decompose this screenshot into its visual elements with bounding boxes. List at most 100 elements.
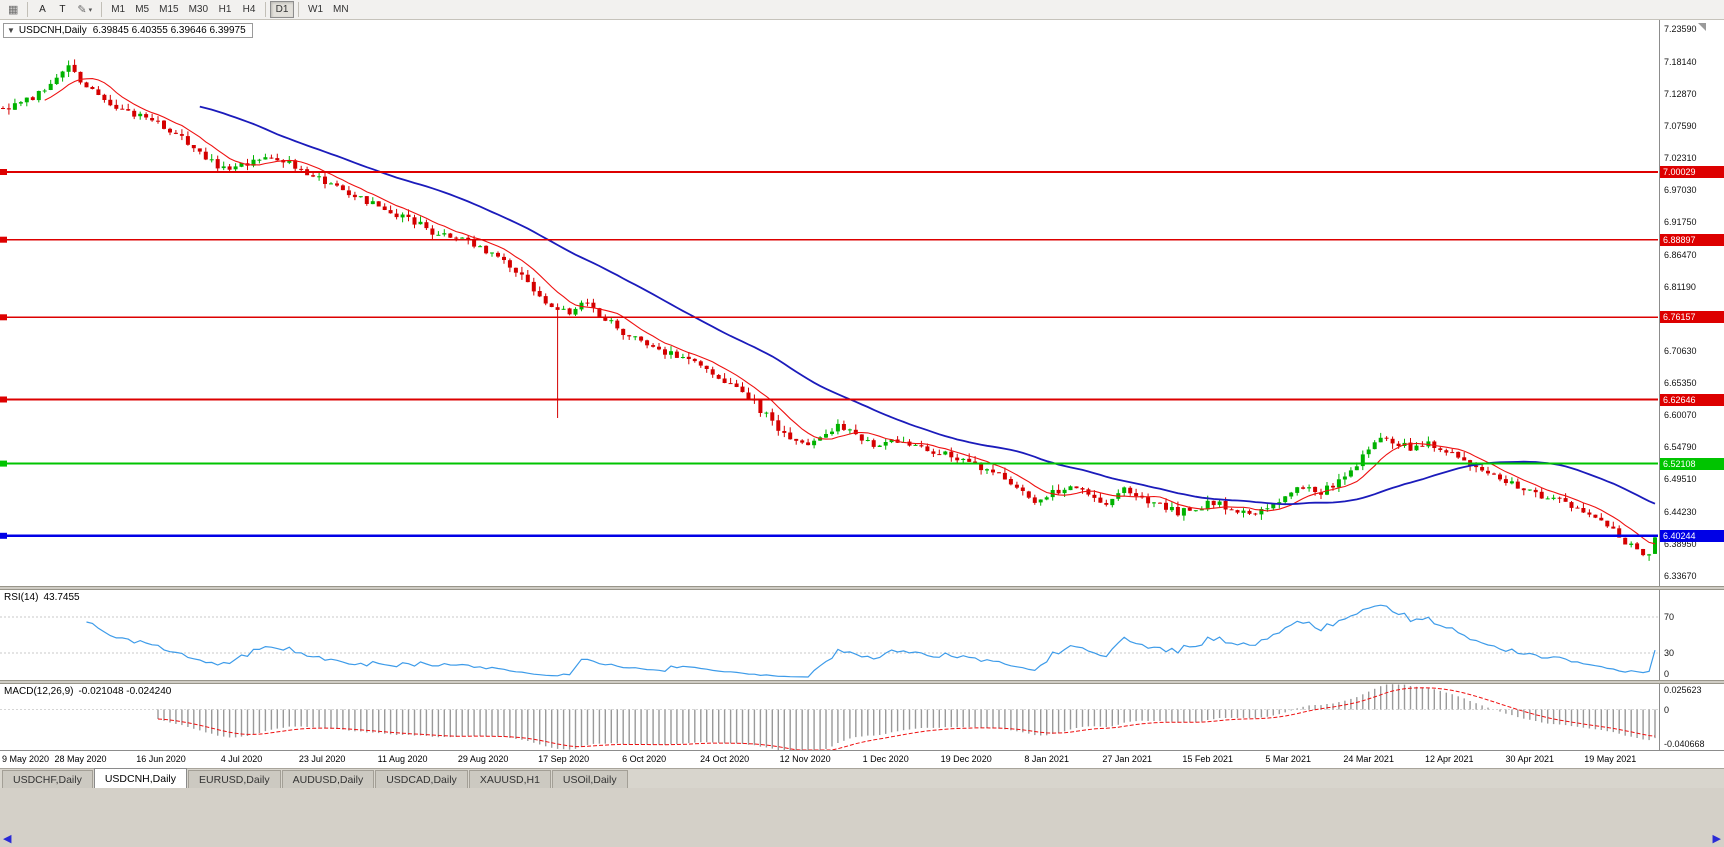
tab-scroll-right-icon[interactable]: ▶	[1712, 833, 1721, 845]
price-scale-tick: 6.49510	[1664, 474, 1697, 485]
date-label: 29 Aug 2020	[457, 754, 509, 764]
macd-scale[interactable]: 0.025623 0 -0.040668	[1659, 684, 1724, 750]
macd-label: MACD(12,26,9) -0.021048 -0.024240	[4, 686, 171, 697]
macd-plot[interactable]	[0, 684, 1658, 750]
price-level-tag: 6.76157	[1660, 311, 1724, 324]
tab-scroll-left-icon[interactable]: ◀	[3, 833, 12, 845]
cursor-tool-button[interactable]: A	[32, 1, 52, 18]
date-label: 12 Nov 2020	[779, 754, 831, 764]
date-label: 27 Jan 2021	[1102, 754, 1152, 764]
macd-name: MACD(12,26,9)	[4, 686, 74, 697]
tab-scroll-strip: ◀ ▶	[0, 831, 1724, 847]
timeframe-w1-button[interactable]: W1	[303, 1, 328, 18]
tab-usdcad-daily[interactable]: USDCAD,Daily	[375, 770, 468, 788]
tab-usoil-daily[interactable]: USOil,Daily	[551, 770, 628, 788]
date-label: 17 Sep 2020	[538, 754, 590, 764]
timeframe-m30-button[interactable]: M30	[184, 1, 213, 18]
toolbar-separator	[265, 2, 267, 17]
toolbar-separator	[298, 2, 300, 17]
price-scale-tick: 7.23590	[1664, 23, 1697, 34]
tab-audusd-daily[interactable]: AUDUSD,Daily	[281, 770, 375, 788]
price-scale-tick: 7.02310	[1664, 153, 1697, 164]
date-label: 23 Jul 2020	[298, 754, 346, 764]
price-scale-tick: 6.97030	[1664, 185, 1697, 196]
price-scale-tick: 7.12870	[1664, 88, 1697, 99]
macd-values: -0.021048 -0.024240	[78, 686, 172, 697]
chevron-down-icon: ▾	[88, 6, 93, 14]
date-label: 11 Aug 2020	[377, 754, 428, 764]
rsi-scale-tick: 70	[1664, 612, 1675, 622]
timeframe-mn-button[interactable]: MN	[328, 1, 354, 18]
panel-splitter[interactable]	[0, 586, 1724, 590]
date-label: 15 Feb 2021	[1182, 754, 1233, 764]
date-label: 24 Oct 2020	[700, 754, 750, 764]
date-label: 16 Jun 2020	[136, 754, 186, 764]
price-scale-tick: 6.65350	[1664, 378, 1697, 388]
timeframe-h1-button[interactable]: H1	[213, 1, 237, 18]
date-label: 1 Dec 2020	[862, 754, 909, 764]
date-label: 4 Jul 2020	[220, 754, 263, 764]
price-chart-panel[interactable]: ▼ USDCNH,Daily 6.39845 6.40355 6.39646 6…	[0, 20, 1724, 586]
date-label: 24 Mar 2021	[1343, 754, 1394, 764]
timeframe-m5-button[interactable]: M5	[130, 1, 154, 18]
candlestick-plot[interactable]	[0, 20, 1658, 586]
draw-tool-button[interactable]: ✎ ▾	[72, 1, 97, 18]
symbol-period-label: USDCNH,Daily	[18, 25, 87, 36]
date-label: 6 Oct 2020	[622, 754, 667, 764]
price-level-tag: 6.62646	[1660, 393, 1724, 406]
panel-splitter[interactable]	[0, 680, 1724, 684]
macd-indicator-panel[interactable]: MACD(12,26,9) -0.021048 -0.024240 0.02562…	[0, 684, 1724, 750]
tab-xauusd-h1[interactable]: XAUUSD,H1	[468, 770, 551, 788]
rsi-name: RSI(14)	[4, 592, 39, 603]
chart-title: ▼ USDCNH,Daily 6.39845 6.40355 6.39646 6…	[3, 23, 253, 38]
tab-usdchf-daily[interactable]: USDCHF,Daily	[2, 770, 93, 788]
price-scale-tick: 6.91750	[1664, 217, 1697, 228]
macd-scale-tick: 0	[1664, 704, 1670, 715]
toolbar-separator	[27, 2, 29, 17]
tab-eurusd-daily[interactable]: EURUSD,Daily	[188, 770, 281, 788]
rsi-value: 43.7455	[43, 592, 80, 603]
date-label: 12 Apr 2021	[1425, 754, 1474, 764]
chart-toolbar: ▦ A T ✎ ▾ M1 M5 M15 M30 H1 H4 D1 W1 MN	[0, 0, 1724, 20]
date-label: 5 Mar 2021	[1265, 754, 1311, 764]
rsi-indicator-panel[interactable]: RSI(14) 43.7455 70 30 0	[0, 590, 1724, 680]
text-tool-button[interactable]: T	[52, 1, 72, 18]
rsi-plot[interactable]	[0, 590, 1658, 680]
price-scale-tick: 6.86470	[1664, 249, 1697, 260]
price-scale-tick: 6.33670	[1664, 570, 1697, 581]
rsi-scale-tick: 30	[1664, 648, 1675, 658]
window-bottom-area	[0, 788, 1724, 831]
chart-shift-marker[interactable]	[1698, 23, 1706, 31]
rsi-label: RSI(14) 43.7455	[4, 592, 80, 603]
price-scale-tick: 6.60070	[1664, 410, 1697, 421]
timeframe-d1-button[interactable]: D1	[270, 1, 295, 18]
time-scale[interactable]: 9 May 2020 28 May 2020 16 Jun 2020 4 Jul 20…	[0, 750, 1724, 768]
price-scale-tick: 7.07590	[1664, 121, 1697, 131]
macd-scale-tick: 0.025623	[1664, 685, 1702, 695]
price-scale-tick: 7.18140	[1664, 56, 1697, 67]
price-level-tag: 6.88897	[1660, 233, 1724, 246]
rsi-scale[interactable]: 70 30 0	[1659, 590, 1724, 680]
price-scale[interactable]: 7.23590 7.18140 7.12870 7.07590 7.02310 6.970…	[1659, 20, 1724, 586]
rsi-scale-tick: 0	[1664, 669, 1670, 679]
date-label: 30 Apr 2021	[1505, 754, 1555, 764]
price-scale-tick: 6.81190	[1664, 281, 1696, 292]
toolbar-separator	[101, 2, 103, 17]
tab-usdcnh-daily[interactable]: USDCNH,Daily	[93, 768, 188, 788]
timeframe-m15-button[interactable]: M15	[154, 1, 183, 18]
price-scale-tick: 6.70630	[1664, 345, 1697, 356]
date-label: 8 Jan 2021	[1024, 754, 1069, 764]
ohlc-readout: 6.39845 6.40355 6.39646 6.39975	[92, 25, 246, 36]
chart-type-icon[interactable]: ▦	[3, 1, 23, 18]
price-level-tag: 7.00029	[1660, 166, 1724, 178]
chart-tab-bar: USDCHF,Daily USDCNH,Daily EURUSD,Daily A…	[0, 768, 1724, 788]
price-scale-tick: 6.54790	[1664, 442, 1697, 453]
one-click-trading-toggle-icon[interactable]: ▼	[7, 26, 15, 35]
price-level-tag: 6.40244	[1660, 529, 1724, 542]
date-label: 19 Dec 2020	[940, 754, 992, 764]
date-label: 19 May 2021	[1584, 754, 1637, 764]
timeframe-m1-button[interactable]: M1	[106, 1, 130, 18]
macd-scale-tick: -0.040668	[1664, 739, 1705, 749]
timeframe-h4-button[interactable]: H4	[237, 1, 261, 18]
